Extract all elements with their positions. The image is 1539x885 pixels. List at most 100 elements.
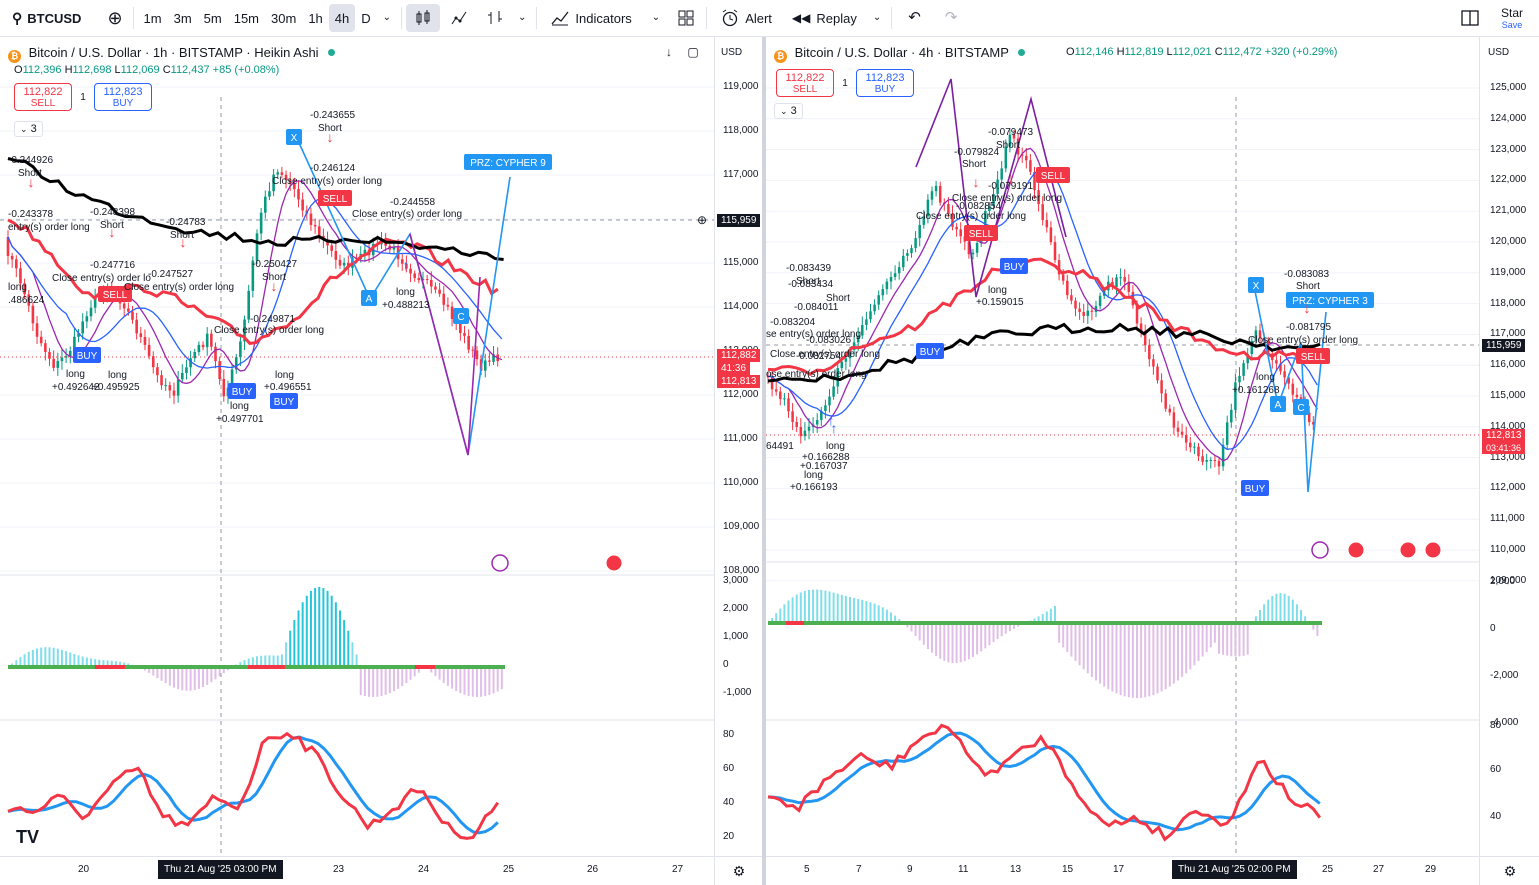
- indicators-collapse-button[interactable]: ⌄ 3: [14, 121, 43, 137]
- countdown-tag: 03:41:36: [1482, 442, 1526, 454]
- candle: [463, 333, 466, 336]
- chart-style-button[interactable]: [440, 0, 478, 36]
- trade-annotation: entry(s) order long: [8, 222, 90, 233]
- chart-panel-left[interactable]: X A C PRZ: CYPHER 9 SELL SELL BUY BUY BUY -0.2449…: [0, 37, 766, 885]
- us-flag-icon[interactable]: [605, 554, 623, 572]
- left-chart-canvas[interactable]: X A C PRZ: CYPHER 9 SELL SELL BUY BUY BUY -0.2449…: [0, 37, 714, 857]
- candle: [1201, 456, 1204, 462]
- candle: [922, 216, 926, 225]
- chart-settings-button[interactable]: ⚙: [1479, 856, 1539, 885]
- interval-30m[interactable]: 30m: [271, 10, 297, 26]
- buy-signal-label: BUY: [920, 347, 941, 358]
- trade-annotation: Close entry(s) order long: [770, 349, 880, 360]
- sell-signal-label: SELL: [323, 194, 348, 205]
- candle: [413, 273, 416, 278]
- signal-arrow: ↑: [403, 257, 410, 273]
- candle: [301, 199, 304, 211]
- layout-name: Star: [1500, 6, 1523, 20]
- candle: [1254, 330, 1258, 342]
- indicators-dropdown[interactable]: ⌄: [642, 0, 670, 36]
- trade-annotation: -0.084011: [794, 302, 839, 313]
- interval-d[interactable]: D: [361, 10, 371, 26]
- price-axis[interactable]: USD 119,000118,000117,000116,000115,0001…: [697, 37, 762, 857]
- candle: [1221, 444, 1225, 467]
- chart-panel-right[interactable]: X A C PRZ: CYPHER 3 SELL SELL BUY BUY BUY SELL -0.…: [766, 37, 1539, 885]
- interval-15m[interactable]: 15m: [233, 10, 260, 26]
- candle: [1168, 408, 1172, 413]
- chevron-down-icon: ⌄: [780, 106, 788, 116]
- candle: [1230, 409, 1233, 423]
- redo-button[interactable]: ↷: [933, 0, 970, 36]
- time-axis[interactable]: 5 7 9 11 13 15 17 25 27 29 Thu 21 Aug '25 02:00 PM: [766, 856, 1479, 885]
- sell-button[interactable]: 112,822 SELL: [14, 83, 72, 111]
- indicators-button[interactable]: Indicators: [541, 0, 641, 36]
- indicators-label: Indicators: [575, 10, 632, 26]
- interval-5m[interactable]: 5m: [203, 10, 222, 26]
- alert-button[interactable]: Alert: [711, 0, 782, 36]
- candle: [1115, 277, 1118, 287]
- macd-tick: 0: [723, 659, 729, 670]
- us-flag-icon[interactable]: [1347, 541, 1365, 559]
- candle: [459, 323, 462, 334]
- quantity[interactable]: 1: [80, 91, 86, 103]
- buy-button[interactable]: 112,823 BUY: [94, 83, 152, 111]
- interval-4h[interactable]: 4h: [328, 4, 356, 32]
- chart-type-candles-button[interactable]: [406, 4, 441, 32]
- search-icon: ⚲: [12, 10, 23, 26]
- crosshair-time-label: Thu 21 Aug '25 03:00 PM: [158, 860, 283, 879]
- replay-button[interactable]: ◀◀ Replay: [782, 0, 867, 36]
- sell-button[interactable]: 112,822 SELL: [776, 69, 834, 97]
- candle: [787, 398, 790, 412]
- us-flag-icon[interactable]: [1424, 541, 1442, 559]
- event-icon[interactable]: [491, 554, 509, 572]
- candle: [1258, 330, 1262, 338]
- templates-button[interactable]: [670, 0, 702, 36]
- time-axis[interactable]: 20 23 24 25 26 27 Thu 21 Aug '25 03:00 PM: [0, 856, 714, 885]
- pattern-point-x-label: X: [1253, 281, 1260, 292]
- replay-dropdown[interactable]: ⌄: [867, 0, 887, 36]
- price-tick: 117,000: [1490, 328, 1526, 340]
- candle: [1275, 360, 1278, 364]
- maximize-icon[interactable]: ▢: [687, 45, 699, 59]
- candle: [122, 303, 126, 309]
- interval-dropdown[interactable]: ⌄: [377, 0, 397, 36]
- bars-style-button[interactable]: [478, 0, 512, 36]
- chevron-down-icon: ⌄: [518, 12, 527, 23]
- trade-annotation: long: [1256, 372, 1275, 383]
- arrow-down-icon[interactable]: ↓: [666, 45, 672, 59]
- bitcoin-icon: ₿: [774, 50, 787, 63]
- bid-price-tag: 112,813: [717, 375, 761, 388]
- candle: [430, 279, 433, 287]
- candle: [996, 179, 999, 194]
- chart-type-dropdown[interactable]: ⌄: [512, 0, 532, 36]
- trade-annotation: +0.488213: [382, 300, 430, 311]
- interval-1m[interactable]: 1m: [143, 10, 162, 26]
- right-chart-canvas[interactable]: X A C PRZ: CYPHER 3 SELL SELL BUY BUY BUY SELL -0.…: [766, 37, 1479, 857]
- top-toolbar: ⚲ BTCUSD ⊕ 1m 3m 5m 15m 30m 1h 4h D ⌄ ⌄ …: [0, 0, 1539, 37]
- indicators-collapse-button[interactable]: ⌄ 3: [774, 103, 803, 119]
- chart-settings-button[interactable]: ⚙: [714, 856, 762, 885]
- us-flag-icon[interactable]: [1399, 541, 1417, 559]
- interval-3m[interactable]: 3m: [173, 10, 192, 26]
- replay-label: Replay: [816, 10, 857, 26]
- sell-signal-label: SELL: [103, 290, 128, 301]
- chevron-down-icon: ⌄: [651, 12, 661, 23]
- event-icon[interactable]: [1311, 541, 1329, 559]
- buy-button[interactable]: 112,823 BUY: [856, 69, 914, 97]
- candle: [156, 367, 159, 376]
- symbol-search[interactable]: ⚲ BTCUSD: [0, 0, 87, 36]
- undo-button[interactable]: ↶: [896, 0, 933, 36]
- trade-buttons: 112,822 SELL 1 112,823 BUY: [14, 83, 152, 111]
- candle: [832, 386, 835, 397]
- candle: [926, 199, 930, 217]
- interval-1h[interactable]: 1h: [308, 10, 323, 26]
- save-button[interactable]: Star Save: [1493, 6, 1531, 30]
- layout-button[interactable]: [1447, 0, 1493, 36]
- quantity[interactable]: 1: [842, 77, 848, 89]
- compare-button[interactable]: ⊕: [101, 0, 128, 36]
- price-axis[interactable]: USD 125,000 124,000 123,000 122,000 121,000 1…: [1479, 37, 1539, 857]
- trade-annotation: Short: [996, 140, 1020, 151]
- candle: [774, 389, 778, 392]
- candle: [770, 376, 774, 390]
- candle: [1119, 277, 1122, 279]
